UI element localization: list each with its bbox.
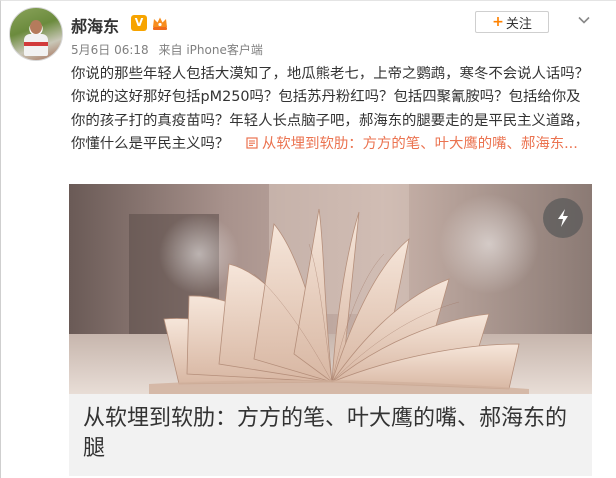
article-link[interactable]: 从软埋到软肋：方方的笔、叶大鹰的嘴、郝海东... xyxy=(234,136,578,152)
author-name[interactable]: 郝海东 xyxy=(71,17,120,36)
post-body-text: 你说的那些年轻人包括大漠知了，地瓜熊老七，上帝之鹦鹉，寒冬不会说人话吗？你说的这… xyxy=(71,66,590,153)
follow-button[interactable]: + 关注 xyxy=(475,11,549,33)
avatar-jersey-stripe xyxy=(24,42,48,46)
lightning-glyph xyxy=(558,209,568,227)
author-avatar[interactable] xyxy=(9,7,63,61)
article-cover-image[interactable] xyxy=(69,184,592,394)
post-source: 来自 iPhone客户端 xyxy=(158,43,263,57)
member-crown-icon xyxy=(153,17,167,30)
article-link-text: 从软埋到软肋：方方的笔、叶大鹰的嘴、郝海东... xyxy=(261,136,578,153)
post-meta: 5月6日 06:18 来自 iPhone客户端 xyxy=(71,41,263,58)
post-date[interactable]: 5月6日 06:18 xyxy=(71,43,149,57)
follow-label: 关注 xyxy=(505,16,532,32)
open-book-image xyxy=(69,184,592,394)
plus-icon: + xyxy=(492,14,504,30)
post-body: 你说的那些年轻人包括大漠知了，地瓜熊老七，上帝之鹦鹉，寒冬不会说人话吗？你说的这… xyxy=(71,63,591,157)
chevron-down-icon[interactable] xyxy=(577,13,591,27)
lightning-icon[interactable] xyxy=(543,198,583,238)
avatar-head xyxy=(30,20,42,34)
article-link-icon xyxy=(246,137,258,149)
article-card[interactable]: 从软埋到软肋：方方的笔、叶大鹰的嘴、郝海东的腿 xyxy=(69,184,592,476)
article-card-title[interactable]: 从软埋到软肋：方方的笔、叶大鹰的嘴、郝海东的腿 xyxy=(83,406,568,461)
verified-badge-icon: V xyxy=(131,15,147,31)
